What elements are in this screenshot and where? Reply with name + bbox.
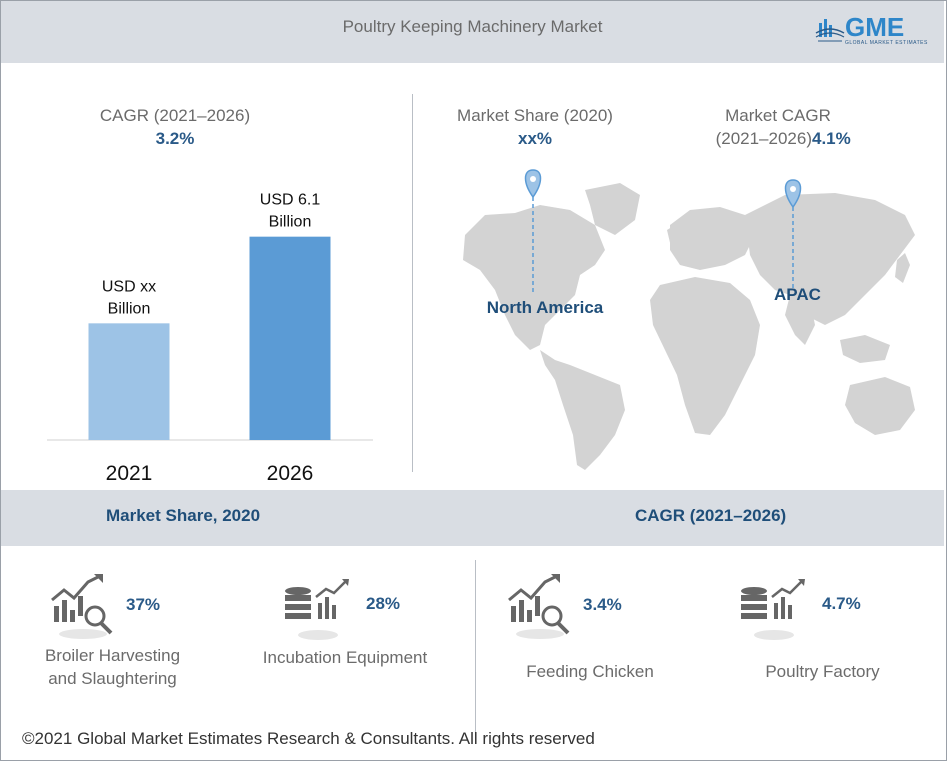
section-band: Market Share, 2020 CAGR (2021–2026) (1, 490, 944, 546)
location-pin-icon (524, 169, 542, 199)
database-chart-icon (741, 579, 805, 640)
gme-logo: GME GLOBAL MARKET ESTIMATES (815, 12, 928, 49)
market-cagr-period: (2021–2026) (715, 129, 812, 148)
market-cagr-label: Market CAGR (725, 106, 831, 125)
apac-pin (784, 179, 802, 290)
panel-divider (412, 94, 413, 472)
logo-subtitle: GLOBAL MARKET ESTIMATES (845, 40, 928, 46)
bar-2026 (249, 236, 331, 440)
segment-name-poultry-factory: Poultry Factory (765, 662, 880, 681)
market-cagr-value: 4.1% (812, 129, 851, 148)
x-tick-label-2026: 2026 (267, 462, 314, 485)
segment-divider (475, 560, 476, 735)
data-label-2021-line2: Billion (108, 300, 151, 317)
bar-chart: USD xx Billion 2021 USD 6.1 Billion 2026 (47, 192, 373, 485)
header-bar: Poultry Keeping Machinery Market GME GLO… (1, 1, 944, 63)
segment-pct-incubation: 28% (366, 594, 401, 613)
globe-icon (815, 19, 845, 42)
region-apac: APAC (774, 285, 821, 304)
segment-name-broiler: Broiler Harvesting and Slaughtering (44, 646, 181, 688)
chart-magnifier-icon (51, 574, 113, 639)
market-share-value: xx% (517, 129, 553, 148)
cagr-section-title: CAGR (2021–2026) (635, 506, 787, 525)
segment-pct-feeding: 3.4% (583, 595, 622, 614)
data-label-2026-line1: USD 6.1 (260, 192, 321, 209)
region-north-america: North America (486, 298, 604, 317)
data-label-2021-line1: USD xx (102, 278, 156, 295)
market-share-label: Market Share (2020) (457, 106, 613, 125)
world-map-landmasses (463, 183, 915, 470)
world-map (463, 169, 915, 470)
cagr-label: CAGR (2021–2026) (99, 106, 251, 125)
segment-name-incubation: Incubation Equipment (262, 648, 428, 667)
segment-pct-broiler: 37% (126, 595, 161, 614)
north-america-pin (524, 169, 542, 295)
segment-name-feeding: Feeding Chicken (526, 662, 654, 681)
x-tick-label-2021: 2021 (106, 462, 153, 485)
logo-text: GME (845, 12, 905, 42)
market-share-section-title: Market Share, 2020 (106, 506, 261, 525)
database-chart-icon (285, 579, 349, 640)
page-title: Poultry Keeping Machinery Market (342, 17, 603, 36)
data-label-2026-line2: Billion (269, 214, 312, 231)
chart-magnifier-icon (508, 574, 570, 639)
copyright-footer: ©2021 Global Market Estimates Research &… (22, 729, 595, 748)
segment-pct-poultry-factory: 4.7% (822, 594, 861, 613)
cagr-value: 3.2% (155, 129, 195, 148)
bar-2021 (88, 323, 170, 440)
